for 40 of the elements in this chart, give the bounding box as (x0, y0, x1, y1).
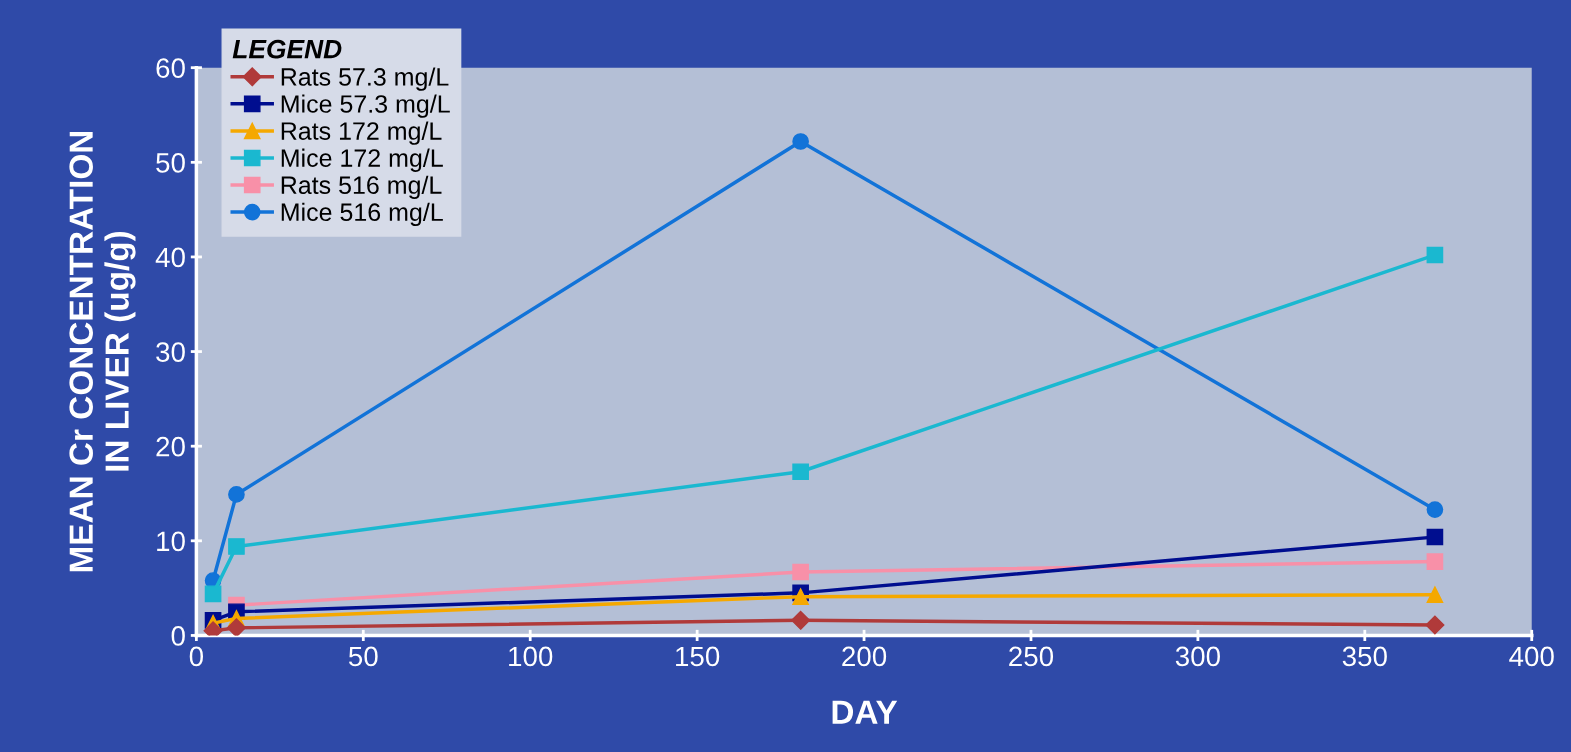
point (1426, 553, 1444, 570)
legend-label: Rats 57.3 mg/L (281, 67, 449, 91)
point (226, 618, 246, 636)
point (228, 486, 245, 503)
legend-label: Rats 172 mg/L (281, 121, 442, 145)
x-tick-label: 100 (509, 646, 553, 667)
point (792, 588, 809, 605)
point (792, 463, 809, 481)
legend-title: LEGEND (232, 39, 342, 59)
point (792, 133, 809, 150)
point (1426, 246, 1444, 264)
x-axis-title: DAY (832, 700, 898, 724)
x-tick-label: 300 (1175, 646, 1220, 667)
y-tick-label: 20 (156, 436, 185, 457)
point (228, 538, 245, 555)
x-tick-label: 400 (1509, 646, 1554, 667)
y-tick-label: 40 (155, 247, 185, 268)
y-tick-label: 30 (156, 342, 185, 362)
point (791, 610, 811, 630)
x-tick-label: 50 (348, 646, 378, 667)
y-tick-label: 10 (157, 531, 185, 552)
y-tick-label: 0 (171, 626, 185, 646)
point (1426, 501, 1444, 518)
point (792, 563, 809, 581)
x-tick-label: 150 (676, 646, 720, 667)
legend-label: Mice 172 mg/L (281, 148, 443, 172)
x-tick-label: 200 (842, 646, 887, 667)
legend-label: Mice 57.3 mg/L (281, 94, 450, 118)
x-tick-label: 250 (1009, 646, 1054, 667)
y-axis-title: MEAN Cr CONCENTRATION IN LIVER (ug/g) (69, 131, 136, 572)
point (1426, 586, 1444, 604)
y-tick-label: 60 (156, 58, 185, 79)
point (1425, 615, 1445, 635)
x-tick-label: 0 (189, 646, 204, 667)
point (1426, 528, 1444, 546)
legend-label: Rats 516 mg/L (281, 175, 442, 199)
legend-label: Mice 516 mg/L (281, 202, 443, 227)
point (204, 585, 222, 603)
y-tick-label: 50 (156, 152, 185, 173)
x-tick-label: 350 (1342, 646, 1387, 667)
